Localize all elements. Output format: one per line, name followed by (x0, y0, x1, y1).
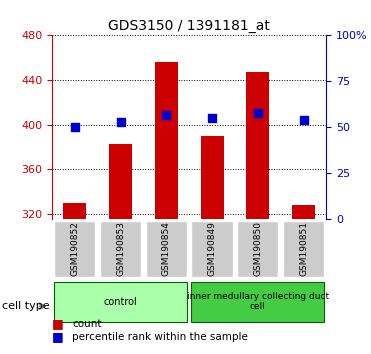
Text: GSM190851: GSM190851 (299, 221, 308, 276)
Text: GSM190854: GSM190854 (162, 221, 171, 276)
Text: GSM190853: GSM190853 (116, 221, 125, 276)
Point (72, 125, 78, 130)
Bar (155, 62, 178, 219)
Bar (109, 144, 132, 219)
Text: GSM190849: GSM190849 (208, 221, 217, 276)
Text: GSM190850: GSM190850 (253, 221, 262, 276)
Point (163, 112, 169, 118)
Text: control: control (104, 297, 137, 307)
Point (255, 110, 261, 115)
FancyBboxPatch shape (146, 221, 187, 277)
Text: cell type: cell type (2, 301, 49, 311)
FancyBboxPatch shape (191, 221, 233, 277)
Point (301, 117, 306, 123)
Text: GSM190852: GSM190852 (70, 221, 79, 276)
Bar (63, 203, 86, 219)
Point (118, 119, 124, 125)
FancyBboxPatch shape (237, 221, 279, 277)
Bar (201, 136, 223, 219)
FancyBboxPatch shape (191, 282, 324, 322)
Title: GDS3150 / 1391181_at: GDS3150 / 1391181_at (108, 19, 270, 33)
FancyBboxPatch shape (54, 221, 95, 277)
Text: ■: ■ (52, 318, 64, 330)
FancyBboxPatch shape (283, 221, 324, 277)
FancyBboxPatch shape (54, 282, 187, 322)
Text: ■: ■ (52, 330, 64, 343)
Text: count: count (72, 319, 102, 330)
Text: inner medullary collecting duct
cell: inner medullary collecting duct cell (187, 292, 329, 312)
Point (209, 115, 215, 121)
Bar (246, 72, 269, 219)
FancyBboxPatch shape (100, 221, 141, 277)
Bar (292, 205, 315, 219)
Text: percentile rank within the sample: percentile rank within the sample (72, 332, 248, 342)
